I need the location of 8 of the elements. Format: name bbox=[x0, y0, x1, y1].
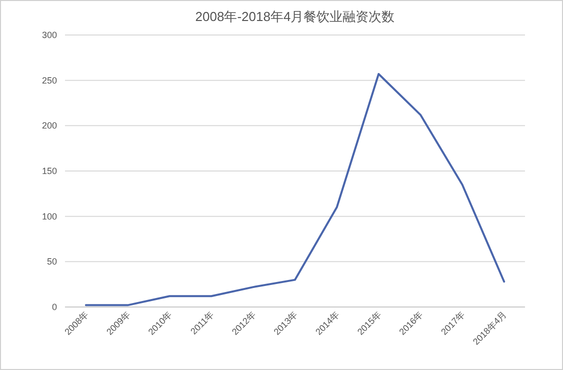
y-tick-label: 0 bbox=[52, 302, 57, 312]
y-tick-label: 250 bbox=[42, 75, 57, 86]
y-tick-label: 150 bbox=[42, 166, 57, 176]
y-tick-label: 200 bbox=[42, 120, 57, 131]
y-tick-label: 100 bbox=[42, 211, 57, 222]
y-tick-label: 300 bbox=[42, 30, 57, 40]
y-tick-label: 50 bbox=[46, 256, 57, 267]
chart-title: 2008年-2018年4月餐饮业融资次数 bbox=[195, 9, 395, 24]
